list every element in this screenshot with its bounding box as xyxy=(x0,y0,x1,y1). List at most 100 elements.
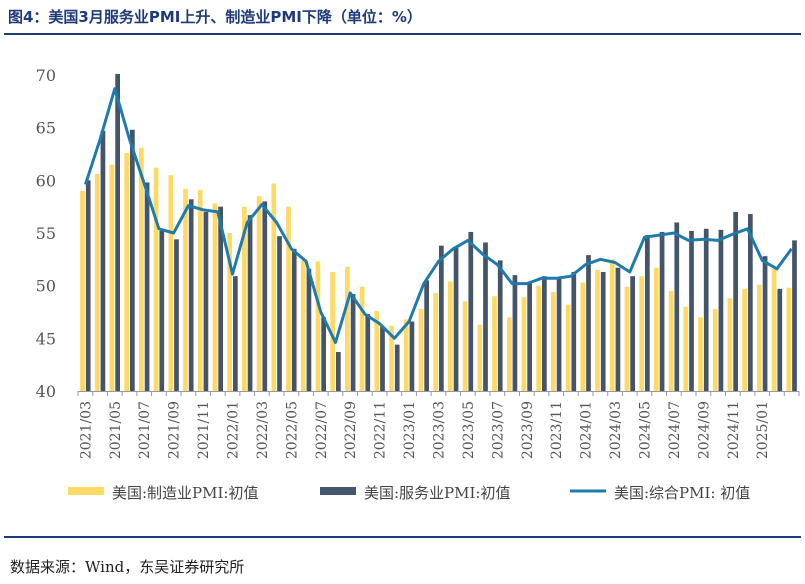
x-tick-label: 2021/11 xyxy=(196,401,212,459)
manufacturing-bar xyxy=(609,259,615,391)
services-bar xyxy=(748,214,753,391)
services-bar xyxy=(380,326,385,391)
manufacturing-bar xyxy=(683,306,689,391)
manufacturing-bar xyxy=(109,164,115,391)
x-tick-label: 2021/05 xyxy=(108,401,124,459)
services-bar xyxy=(645,235,650,391)
manufacturing-bar xyxy=(727,298,733,391)
services-bar xyxy=(144,182,150,391)
y-tick-label: 65 xyxy=(36,119,56,138)
manufacturing-bar xyxy=(403,319,409,391)
legend-manufacturing-label: 美国:制造业PMI:初值 xyxy=(112,484,259,502)
y-tick-label: 45 xyxy=(36,329,56,348)
manufacturing-bar xyxy=(300,260,306,391)
x-tick-label: 2023/05 xyxy=(461,401,477,459)
manufacturing-bar xyxy=(183,188,188,391)
x-tick-label: 2023/01 xyxy=(402,401,418,459)
services-bar xyxy=(365,314,371,391)
services-bar xyxy=(556,277,562,391)
x-tick-label: 2024/05 xyxy=(638,401,654,459)
x-tick-label: 2024/07 xyxy=(667,401,683,459)
legend-services-label: 美国:服务业PMI:初值 xyxy=(364,484,511,502)
manufacturing-bar xyxy=(506,317,512,391)
services-bar xyxy=(718,229,724,391)
x-tick-label: 2023/07 xyxy=(490,401,506,459)
manufacturing-bar xyxy=(345,266,350,391)
services-bar xyxy=(674,222,680,391)
services-bar xyxy=(350,294,356,391)
services-bar xyxy=(218,206,223,391)
manufacturing-bar xyxy=(330,271,335,391)
x-tick-label: 2024/09 xyxy=(696,401,712,459)
manufacturing-bar xyxy=(80,190,85,391)
services-bar xyxy=(659,231,665,391)
manufacturing-bar xyxy=(197,189,203,391)
services-bar xyxy=(600,271,606,391)
legend-composite-label: 美国:综合PMI: 初值 xyxy=(614,484,750,502)
services-bar xyxy=(336,352,341,391)
services-bar xyxy=(306,268,312,391)
manufacturing-bar xyxy=(359,286,365,391)
manufacturing-bar xyxy=(389,325,394,391)
y-tick-label: 60 xyxy=(36,171,56,190)
services-bar xyxy=(291,248,297,391)
source-divider xyxy=(4,536,801,538)
x-tick-label: 2021/07 xyxy=(137,401,153,459)
manufacturing-bar xyxy=(771,268,777,391)
services-bar xyxy=(277,236,282,391)
manufacturing-bar xyxy=(639,276,644,391)
manufacturing-bar xyxy=(668,290,674,391)
services-bar xyxy=(527,283,532,391)
services-bar xyxy=(439,245,444,391)
manufacturing-bar xyxy=(315,261,321,391)
manufacturing-bar xyxy=(551,291,556,391)
manufacturing-bar xyxy=(139,147,144,391)
manufacturing-bar xyxy=(580,282,586,391)
services-bar xyxy=(188,199,194,391)
manufacturing-bar xyxy=(94,174,100,391)
x-tick-label: 2025/01 xyxy=(755,401,771,459)
manufacturing-bar xyxy=(242,206,247,391)
pmi-chart: 40 45 50 55 60 65 70 2021/03 2021/05 2021/07 2021/… xyxy=(36,66,800,502)
manufacturing-bar xyxy=(624,286,630,391)
y-tick-label: 40 xyxy=(36,382,56,401)
manufacturing-bar xyxy=(595,269,600,391)
composite-line xyxy=(83,87,793,344)
manufacturing-bar xyxy=(271,183,277,391)
x-tick-label: 2023/09 xyxy=(520,401,536,459)
services-bar xyxy=(174,239,179,391)
y-tick-label: 70 xyxy=(36,66,56,85)
services-bar xyxy=(115,73,120,392)
manufacturing-bar xyxy=(565,304,571,391)
manufacturing-bar xyxy=(786,287,792,391)
services-bar xyxy=(468,231,474,391)
legend-services-swatch xyxy=(320,487,356,495)
manufacturing-bar xyxy=(742,288,747,391)
x-tick-label: 2024/03 xyxy=(608,401,624,459)
legend-manufacturing-swatch xyxy=(68,487,104,495)
x-tick-label: 2021/09 xyxy=(167,401,183,459)
x-tick-label: 2022/05 xyxy=(284,401,300,459)
chart-title: 图4：美国3月服务业PMI上升、制造业PMI下降（单位：%） xyxy=(8,8,422,26)
x-tick-label: 2022/03 xyxy=(255,401,271,459)
services-bar xyxy=(453,246,459,391)
manufacturing-bar xyxy=(227,233,232,391)
services-bar xyxy=(233,276,238,391)
manufacturing-bar xyxy=(168,175,174,391)
services-bar xyxy=(792,240,797,391)
title-divider xyxy=(4,33,801,35)
x-tick-label: 2022/09 xyxy=(343,401,359,459)
x-tick-label: 2022/01 xyxy=(226,401,242,459)
title-bar: 图4：美国3月服务业PMI上升、制造业PMI下降（单位：%） xyxy=(0,0,805,34)
manufacturing-bar xyxy=(521,297,527,391)
manufacturing-bar xyxy=(712,308,718,391)
manufacturing-bar xyxy=(212,203,218,391)
services-bar xyxy=(777,288,783,391)
manufacturing-bar xyxy=(757,284,762,391)
source-note: 数据来源：Wind，东吴证券研究所 xyxy=(10,558,245,576)
services-bar xyxy=(733,211,738,391)
manufacturing-bar xyxy=(374,310,380,391)
y-tick-label: 50 xyxy=(36,277,56,296)
services-bar xyxy=(262,201,268,391)
x-tick-label: 2022/11 xyxy=(373,401,389,459)
